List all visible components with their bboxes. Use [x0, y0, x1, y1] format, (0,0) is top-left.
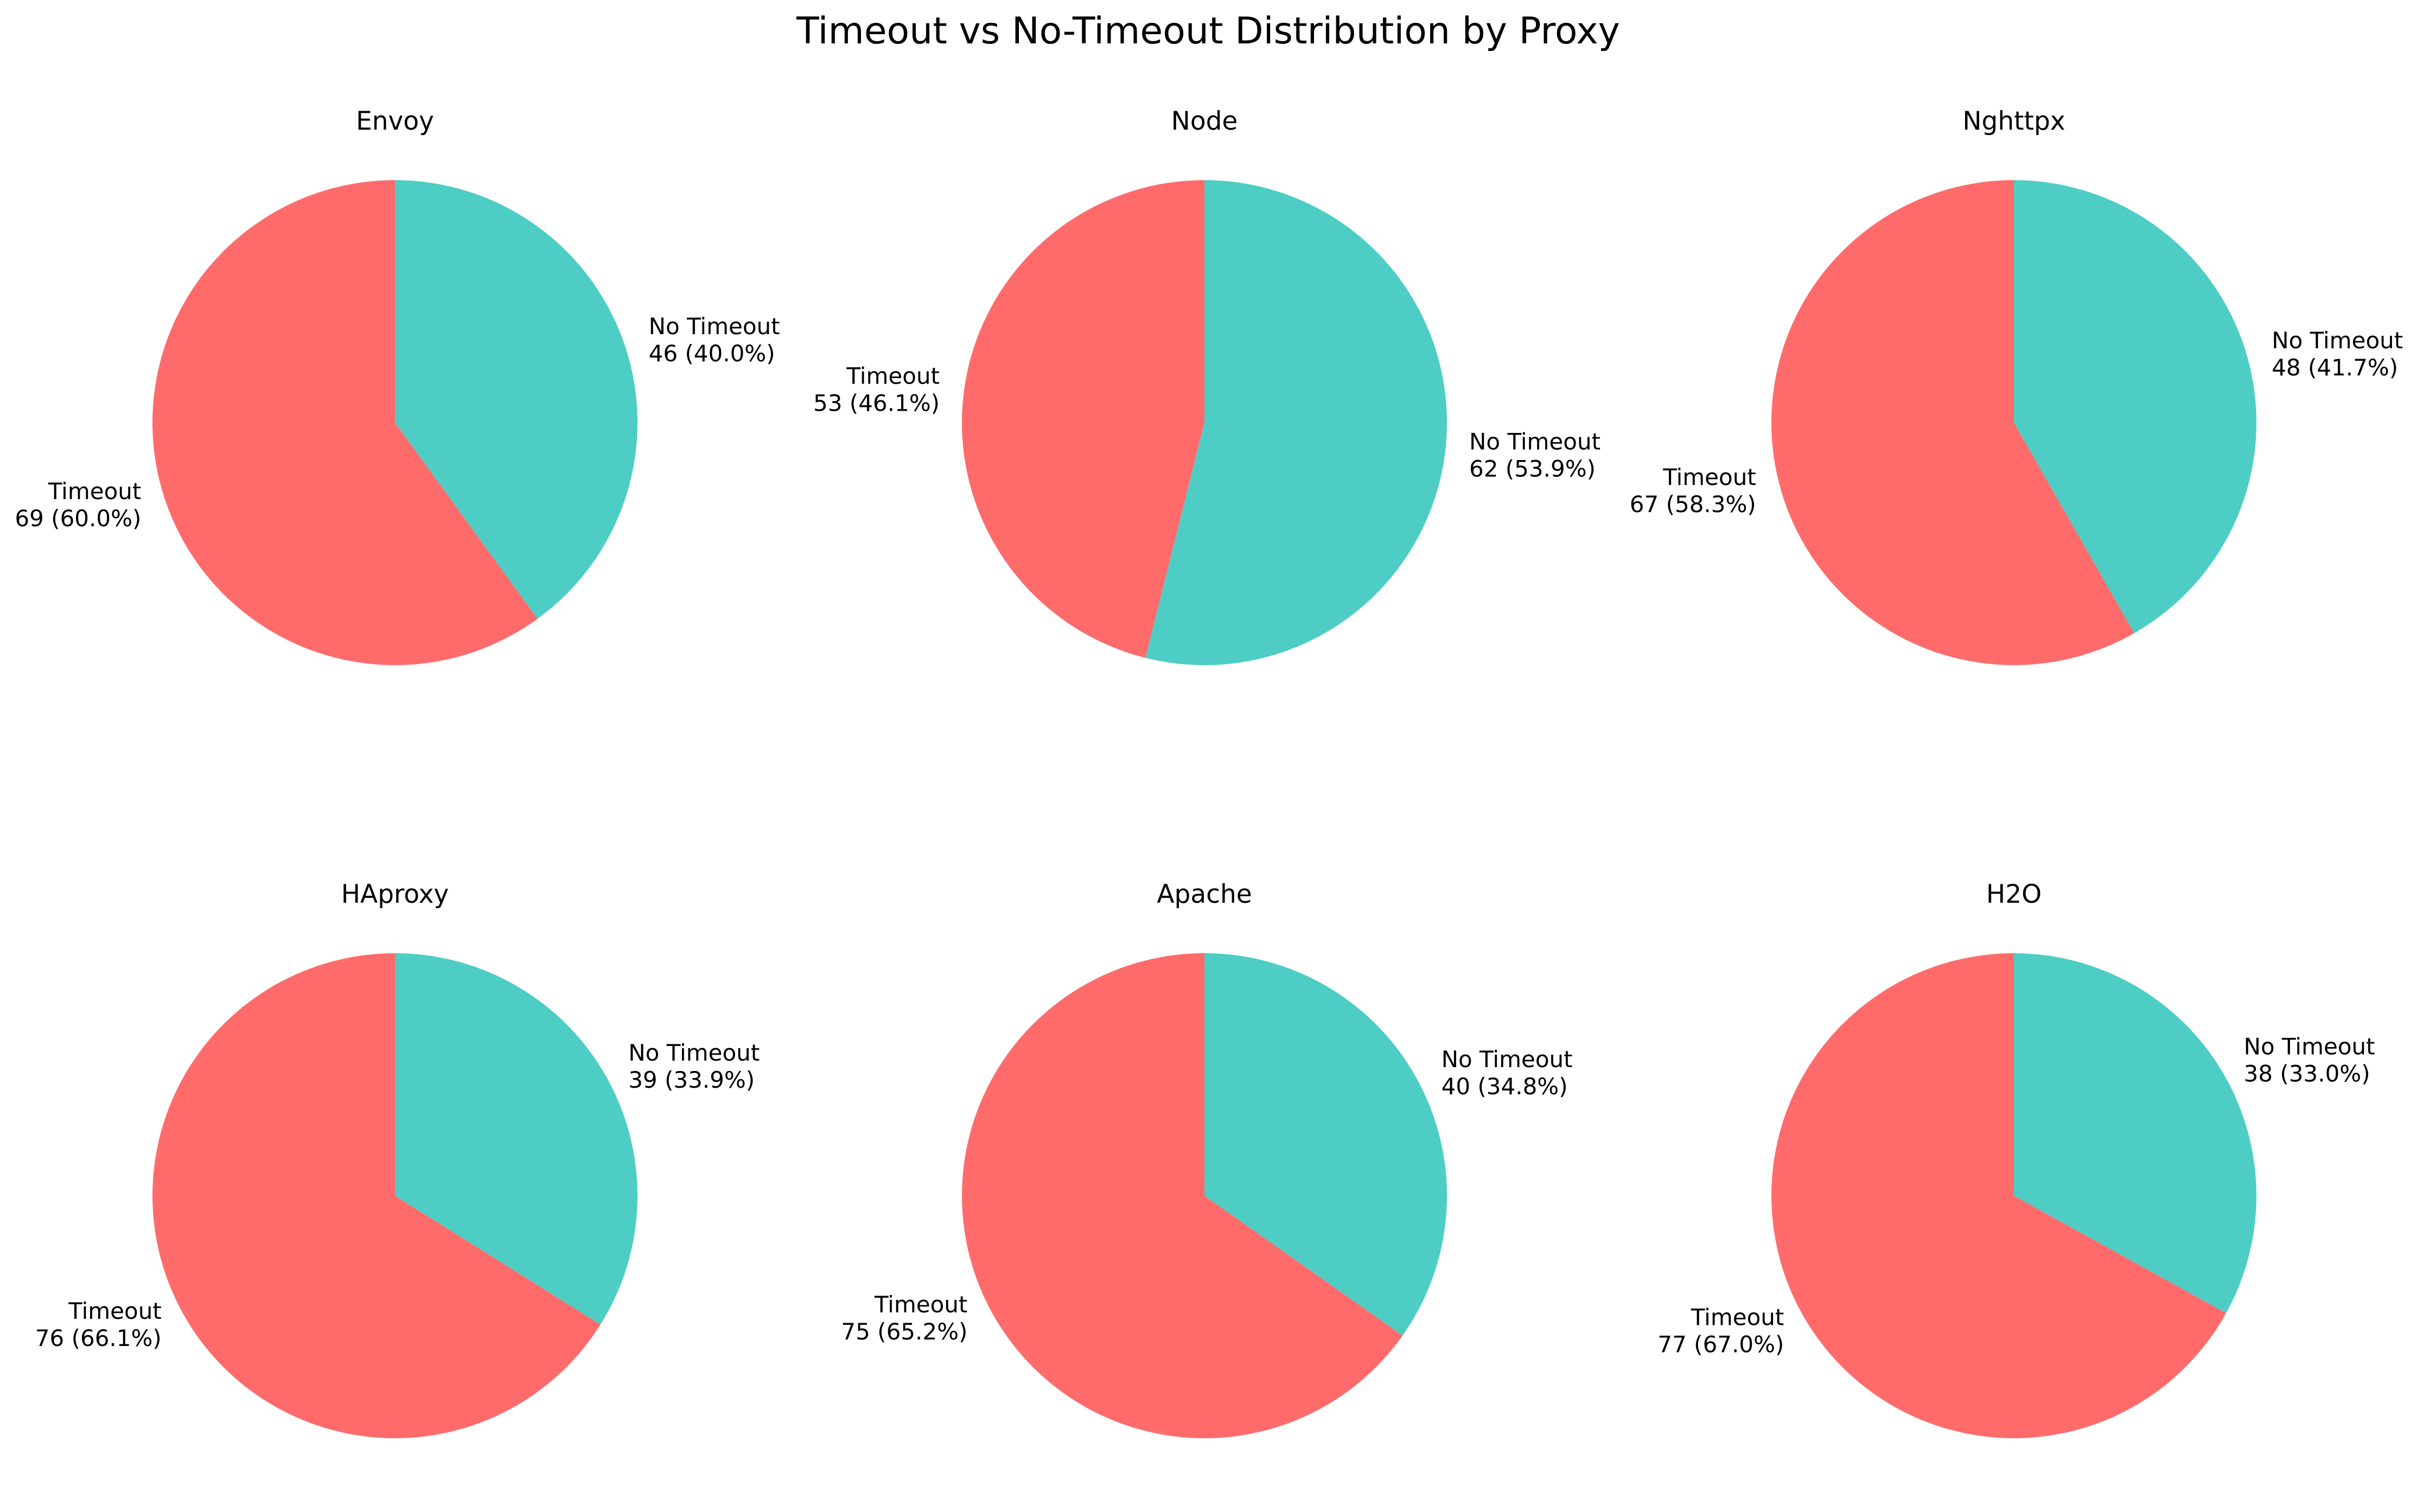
slice-label-apache-no-timeout: No Timeout 40 (34.8%): [1442, 1046, 1573, 1100]
slice-label-name: No Timeout: [2244, 1033, 2375, 1060]
pie-title-envoy: Envoy: [356, 106, 434, 136]
pie-slice-node-timeout: [961, 180, 1204, 658]
slice-label-name: Timeout: [68, 1298, 162, 1324]
pie-slice-h2o-timeout: [1771, 953, 2227, 1439]
slice-label-name: Timeout: [1662, 464, 1756, 490]
pie-title-node: Node: [1171, 106, 1238, 136]
slice-label-value: 67 (58.3%): [1630, 491, 1756, 518]
slice-label-name: No Timeout: [1442, 1046, 1573, 1073]
slice-label-name: No Timeout: [628, 1039, 760, 1066]
slice-label-envoy-timeout: Timeout 69 (60.0%): [15, 478, 141, 532]
pie-title-haproxy: HAproxy: [341, 879, 449, 909]
pie-chart-envoy: Envoy Timeout 69 (60.0%) No Timeout 46 (40.0…: [15, 106, 780, 666]
slice-label-name: Timeout: [874, 1291, 968, 1318]
pie-slice-node-no-timeout: [1145, 180, 1447, 665]
pie-chart-apache: Apache Timeout 75 (65.2%) No Timeout 40 (34.…: [841, 879, 1573, 1438]
slice-label-name: Timeout: [48, 478, 142, 505]
pie-slice-nghttpx-timeout: [1771, 180, 2134, 665]
slice-label-nghttpx-timeout: Timeout 67 (58.3%): [1630, 464, 1756, 518]
slice-label-nghttpx-no-timeout: No Timeout 48 (41.7%): [2272, 327, 2403, 381]
pie-slice-apache-no-timeout: [1204, 953, 1447, 1336]
slice-label-name: Timeout: [846, 363, 940, 390]
pie-chart-nghttpx: Nghttpx Timeout 67 (58.3%) No Timeout 48 (41…: [1630, 106, 2403, 665]
slice-label-h2o-timeout: Timeout 77 (67.0%): [1657, 1304, 1784, 1358]
slice-label-value: 75 (65.2%): [841, 1318, 967, 1345]
pie-slice-nghttpx-no-timeout: [2014, 180, 2257, 634]
slice-label-value: 77 (67.0%): [1657, 1331, 1784, 1358]
pie-title-h2o: H2O: [1986, 879, 2042, 909]
slice-label-value: 46 (40.0%): [649, 340, 775, 367]
slice-label-node-no-timeout: No Timeout 62 (53.9%): [1469, 428, 1600, 482]
slice-label-haproxy-no-timeout: No Timeout 39 (33.9%): [628, 1039, 760, 1093]
figure-title: Timeout vs No-Timeout Distribution by Pr…: [796, 10, 1620, 53]
slice-label-node-timeout: Timeout 53 (46.1%): [813, 363, 940, 417]
slice-label-name: No Timeout: [649, 313, 780, 340]
slice-label-envoy-no-timeout: No Timeout 46 (40.0%): [649, 313, 780, 367]
pie-chart-h2o: H2O Timeout 77 (67.0%) No Timeout 38 (33.0%): [1657, 879, 2375, 1439]
slice-label-value: 39 (33.9%): [628, 1067, 755, 1093]
pie-slice-apache-timeout: [962, 953, 1403, 1438]
slice-label-value: 62 (53.9%): [1469, 455, 1596, 482]
pie-title-nghttpx: Nghttpx: [1962, 106, 2065, 136]
slice-label-name: Timeout: [1691, 1304, 1784, 1331]
slice-label-h2o-no-timeout: No Timeout 38 (33.0%): [2244, 1033, 2375, 1087]
slice-label-value: 76 (66.1%): [35, 1325, 162, 1351]
slice-label-value: 69 (60.0%): [15, 505, 141, 532]
slice-label-value: 40 (34.8%): [1442, 1073, 1568, 1100]
pie-slice-haproxy-timeout: [152, 953, 601, 1438]
slice-label-name: No Timeout: [1469, 428, 1600, 455]
slice-label-name: No Timeout: [2272, 327, 2403, 354]
pie-slice-envoy-no-timeout: [395, 180, 637, 619]
pie-slice-envoy-timeout: [152, 180, 538, 666]
pie-slice-h2o-no-timeout: [2014, 953, 2256, 1313]
slice-label-value: 53 (46.1%): [813, 390, 940, 417]
pie-title-apache: Apache: [1157, 879, 1252, 909]
slice-label-value: 48 (41.7%): [2272, 354, 2398, 381]
slice-label-haproxy-timeout: Timeout 76 (66.1%): [35, 1298, 162, 1351]
pie-chart-haproxy: HAproxy Timeout 76 (66.1%) No Timeout 39 (33…: [35, 879, 760, 1438]
slice-label-value: 38 (33.0%): [2244, 1060, 2370, 1087]
slice-label-apache-timeout: Timeout 75 (65.2%): [841, 1291, 967, 1345]
pie-chart-node: Node Timeout 53 (46.1%) No Timeout 62 (53.9%…: [813, 106, 1600, 665]
pie-slice-haproxy-no-timeout: [395, 953, 638, 1325]
